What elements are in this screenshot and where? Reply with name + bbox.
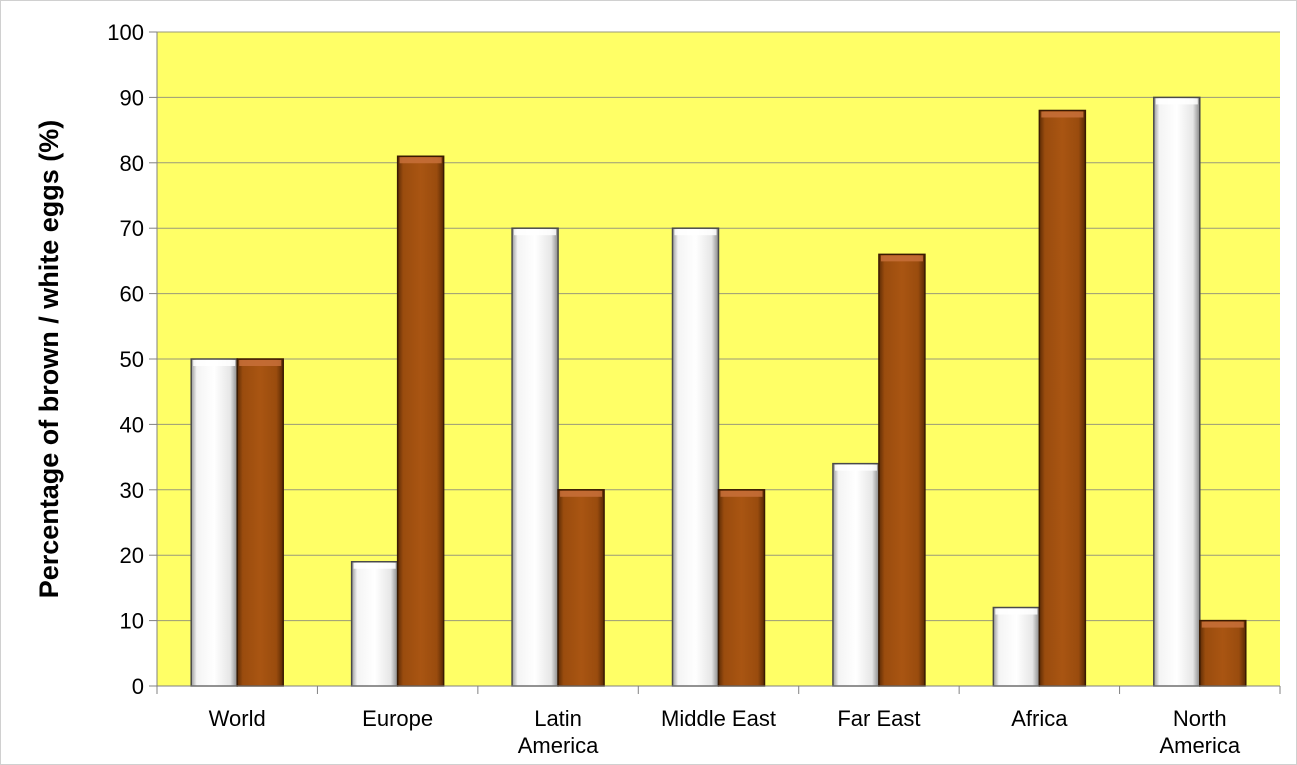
bar-top-bevel <box>880 255 923 262</box>
bar-brown-4 <box>878 253 926 687</box>
bar-body <box>511 227 559 687</box>
y-tick-label: 60 <box>120 282 144 307</box>
bar-white-5 <box>992 606 1041 687</box>
bar-top-bevel <box>834 464 877 471</box>
x-tick-label-line: Far East <box>837 706 920 731</box>
bar-body <box>671 227 720 687</box>
x-tick-label: Africa <box>1011 706 1068 731</box>
x-tick-label: World <box>209 706 266 731</box>
bar-top-bevel <box>1041 111 1084 118</box>
bar-top-bevel <box>560 490 603 497</box>
x-tick-label: North America <box>1159 706 1240 758</box>
bar-brown-5 <box>1038 109 1087 687</box>
bar-top-bevel <box>674 229 717 236</box>
y-tick-label: 10 <box>120 609 144 634</box>
x-tick-label-line: Europe <box>362 706 433 731</box>
bar-white-2 <box>511 227 559 687</box>
y-tick-label: 90 <box>120 85 144 110</box>
bar-brown-1 <box>396 155 445 687</box>
bar-body <box>350 560 399 687</box>
bar-top-bevel <box>353 562 396 569</box>
x-tick-label-line: America <box>518 733 599 758</box>
bar-body <box>992 606 1041 687</box>
x-tick-label: Far East <box>837 706 920 731</box>
bar-top-bevel <box>514 229 557 236</box>
x-tick-label-line: Africa <box>1011 706 1068 731</box>
bar-top-bevel <box>720 490 763 497</box>
bar-body <box>717 489 766 687</box>
axes <box>156 32 1281 694</box>
bar-white-3 <box>671 227 720 687</box>
bar-white-1 <box>350 560 399 687</box>
bar-body <box>190 358 238 687</box>
y-tick-label: 30 <box>120 478 144 503</box>
x-tick-label-line: America <box>1159 733 1240 758</box>
bars <box>190 96 1247 687</box>
x-tick-label-line: North <box>1173 706 1227 731</box>
bar-top-bevel <box>1201 621 1244 628</box>
bar-brown-0 <box>236 358 284 687</box>
bar-white-6 <box>1153 96 1201 687</box>
x-tick-label: Latin America <box>518 706 599 758</box>
y-tick-label: 80 <box>120 151 144 176</box>
bar-top-bevel <box>239 360 282 366</box>
bar-body <box>832 462 880 687</box>
x-tick-label-line: Latin <box>534 706 582 731</box>
bar-body <box>236 358 284 687</box>
bar-body <box>1153 96 1201 687</box>
x-tick-label: Europe <box>362 706 433 731</box>
bar-body <box>878 253 926 687</box>
y-tick-label: 0 <box>132 674 144 699</box>
bar-white-4 <box>832 462 880 687</box>
x-tick-label-line: World <box>209 706 266 731</box>
bar-top-bevel <box>193 360 236 366</box>
bar-top-bevel <box>1155 98 1198 105</box>
bar-body <box>396 155 445 687</box>
bar-top-bevel <box>399 157 442 164</box>
y-tick-label: 40 <box>120 412 144 437</box>
bar-brown-3 <box>717 489 766 687</box>
y-axis-label: Percentage of brown / white eggs (%) <box>34 120 64 599</box>
bar-white-0 <box>190 358 238 687</box>
bar-top-bevel <box>995 608 1038 615</box>
x-tick-label-line: Middle East <box>661 706 776 731</box>
y-tick-label: 100 <box>107 20 144 45</box>
bar-body <box>1038 109 1087 687</box>
bar-body <box>1199 619 1247 687</box>
bar-brown-6 <box>1199 619 1247 687</box>
y-tick-label: 50 <box>120 347 144 372</box>
x-tick-label: Middle East <box>661 706 776 731</box>
bar-body <box>557 489 605 687</box>
y-tick-label: 70 <box>120 216 144 241</box>
y-axis-ticks: 0 10 20 30 40 50 60 70 80 90 100 <box>107 20 157 699</box>
y-tick-label: 20 <box>120 543 144 568</box>
bar-brown-2 <box>557 489 605 687</box>
